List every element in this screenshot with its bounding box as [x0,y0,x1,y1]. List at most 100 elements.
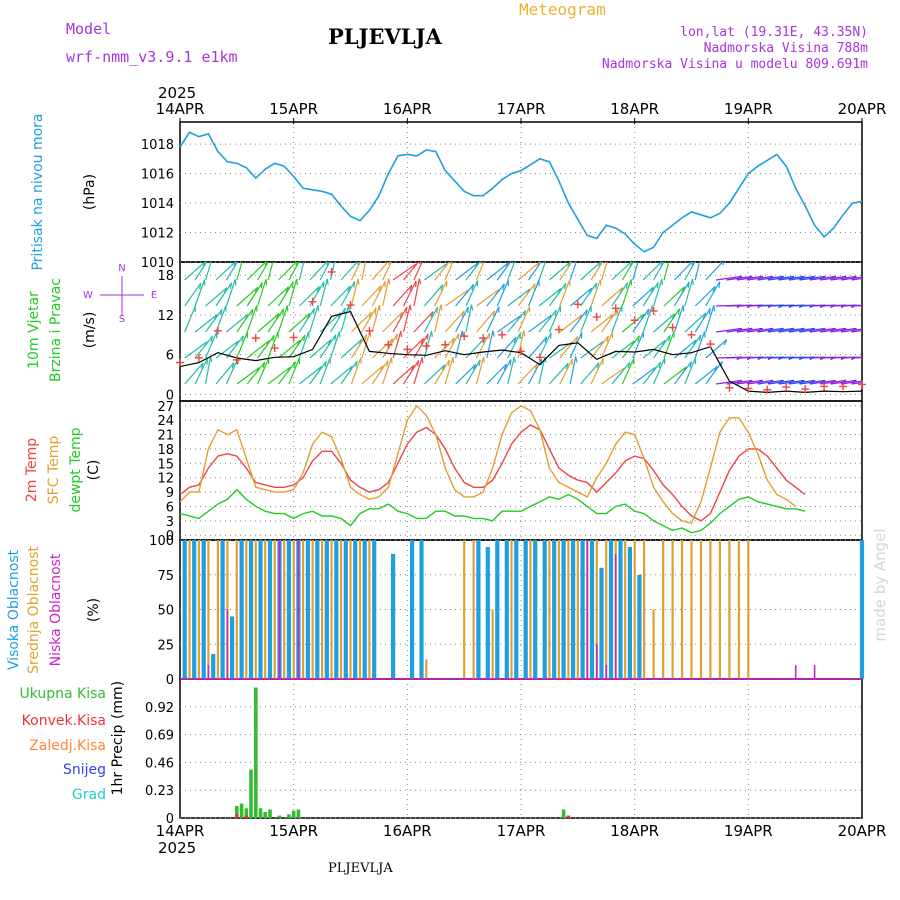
wind-arrow [434,359,450,385]
wind-arrow [194,262,208,281]
wind-gust-marker [498,330,507,339]
wind-arrow [340,304,350,333]
wind-arrow-head [619,287,624,294]
wind-arrow [528,358,543,385]
wind-arrow-head [426,333,429,340]
y-tick-label: 0 [166,529,174,544]
cloud-bar [239,540,244,679]
cloud-bar [637,574,642,680]
wind-arrow-head [441,364,446,371]
wind-arrow [580,262,602,281]
page-title: PLJEVLJA [328,24,442,49]
wind-arrow-head [306,313,311,319]
wind-arrow [392,263,417,281]
y-tick-label: 9 [166,486,174,501]
cloud-bar [201,540,206,679]
top-date-tick: 17APR [497,100,546,118]
wind-arrow-head [503,363,508,370]
wind-gust-marker [649,306,658,315]
wind-gust-marker [801,385,810,394]
wind-arrow [768,275,795,281]
wind-arrow [663,366,687,385]
cloud-bar [192,540,197,679]
wind-arrow [549,262,571,281]
wind-arrow [444,289,469,307]
wind-arrow [194,335,214,359]
wind-arrow [236,308,254,333]
wind-arrow [340,360,358,385]
wind-arrow [298,285,320,307]
wind-arrow-head [355,360,358,368]
wind-arrow [851,381,862,385]
wind-arrow-head [451,337,455,344]
cloud-bar [278,540,281,679]
wind-arrow-head [233,262,237,267]
cloud-bar [662,540,665,679]
cloud-bar [211,654,216,679]
wind-arrow-head [358,339,363,345]
wind-arrow-head [338,331,341,338]
cloud-bar [627,547,632,679]
y-tick-label: 0.69 [145,729,174,744]
wind-arrow-head [594,282,598,290]
cloud-bar [283,540,286,679]
cloud-bar [273,540,276,679]
wind-arrow [413,311,434,333]
cloud-bar [552,540,557,679]
wind-arrow [580,282,598,307]
footer-title: PLJEVLJA [328,861,393,876]
precip-legend-item: Snijeg [63,762,106,778]
wind-arrow-head [682,305,685,312]
cloud-bar [292,540,295,679]
cloud-bar [643,540,646,679]
cloud-bar [410,540,415,679]
wind-arrow [538,262,546,281]
cloud-bar [286,540,291,679]
wind-arrow-head [523,310,527,317]
cloud-bar [349,540,352,679]
wind-arrow [444,356,454,385]
wind-arrow-head [596,362,600,369]
wind-arrow [601,308,619,333]
wind-arrow [778,327,805,333]
wind-arrow [590,358,604,385]
cloud-bar [614,553,617,679]
wind-arrow [632,262,639,281]
wind-arrow [475,262,485,281]
wind-arrow [371,304,381,333]
wind-arrow [788,327,815,333]
wind-arrow [423,306,438,333]
wind-arrow [841,380,862,385]
wind-gust-marker [213,326,222,335]
wind-arrow [694,262,701,281]
precip-bar [287,814,291,818]
wind-arrow [350,278,359,307]
wind-arrow-head [245,253,246,259]
y-tick-label: 0 [166,812,174,827]
wind-arrow-head [872,357,877,360]
bottom-date-tick: 18APR [610,822,659,840]
wind-arrow-head [598,262,602,267]
wind-gust-marker [251,334,260,343]
low-cloud-label: Niska Oblacnost [48,553,64,666]
wind-arrow [517,330,525,359]
wind-arrow-head [471,284,475,291]
wind-arrow [820,327,847,333]
wind-arrow [319,334,337,359]
precip-legend-item: Grad [72,787,106,803]
lonlat-label: lon,lat (19.31E, 43.35N) [680,25,868,40]
wind-arrow-head [410,365,415,371]
wind-arrow [236,367,260,385]
top-date-tick: 15APR [269,100,318,118]
wind-arrow-head [629,262,633,267]
top-date-tick: 20APR [838,100,887,118]
cloud-bar [589,540,595,679]
wind-arrow [768,379,795,385]
wind-arrow [507,310,527,333]
cloud-bar [362,540,367,679]
wind-arrow [507,262,516,281]
wind-arrow [403,280,417,307]
wind-arrow [663,262,670,281]
wind-arrow [517,363,538,385]
y-tick-label: 25 [157,638,174,653]
